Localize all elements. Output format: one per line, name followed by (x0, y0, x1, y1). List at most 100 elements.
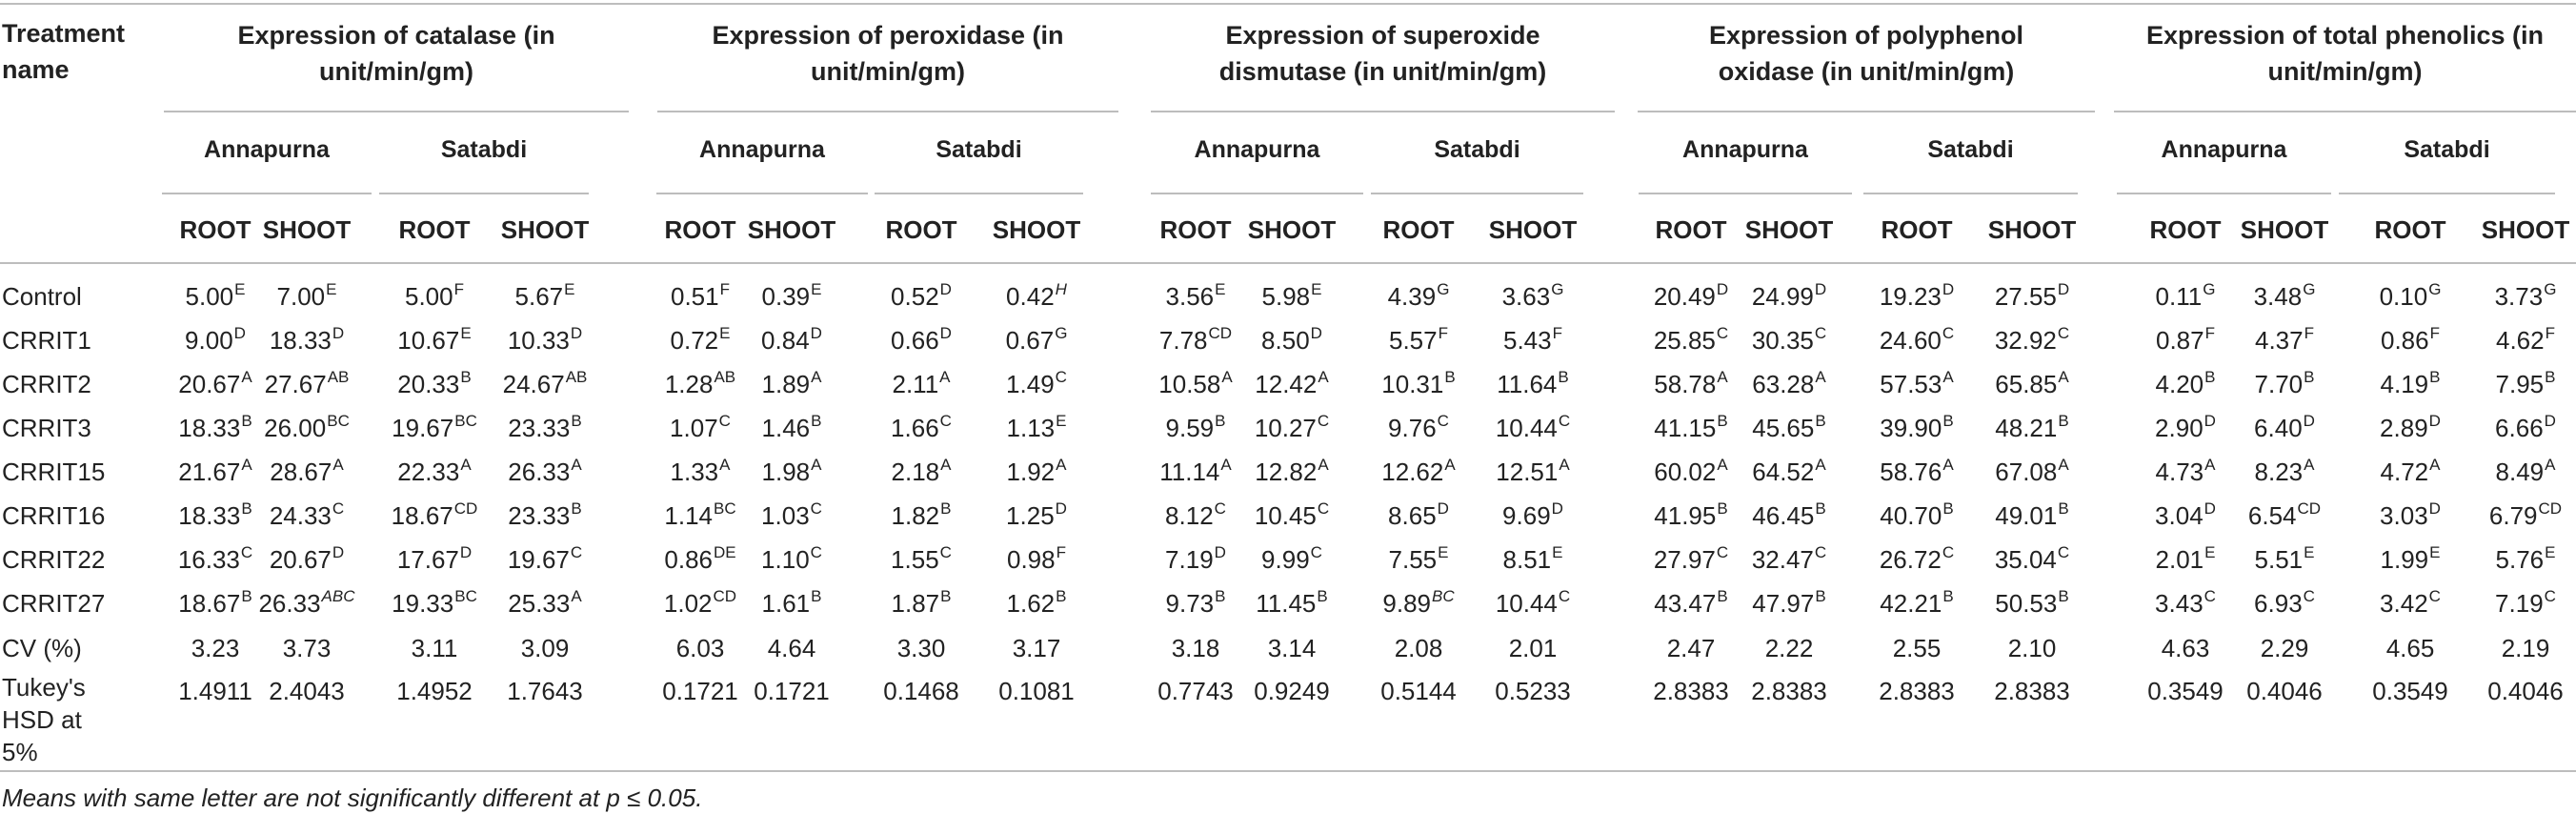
cell-value: 41.95 (1654, 501, 1717, 530)
cell-value: 9.89 (1382, 589, 1431, 618)
cell-value: 6.79 (2488, 501, 2538, 530)
significance-letter: A (940, 456, 952, 474)
table-cell: 1.13E (1007, 413, 1067, 440)
significance-letter: F (2545, 324, 2555, 342)
root-header: ROOT (398, 215, 471, 244)
variety-header: Satabdi (1927, 136, 2014, 163)
root-header: ROOT (885, 215, 957, 244)
table-cell: 18.67CD (392, 500, 478, 528)
cell-value: 40.70 (1880, 501, 1942, 530)
significance-letter: A (1942, 368, 1954, 386)
table-cell: 4.73A (2156, 457, 2216, 484)
table-cell: 10.44C (1496, 413, 1570, 440)
table-cell: 9.69D (1502, 500, 1563, 528)
table-cell: 0.72E (671, 325, 731, 353)
table-cell: 2.29 (2261, 636, 2309, 661)
significance-letter: DE (713, 543, 736, 561)
cell-value: 47.97 (1752, 589, 1815, 618)
group-rule (2114, 111, 2576, 112)
cell-value: 0.9249 (1254, 677, 1330, 705)
variety-rule (2117, 193, 2331, 194)
table-cell: 67.08A (1995, 457, 2068, 484)
cell-value: 0.7743 (1157, 677, 1234, 705)
cell-value: 2.90 (2155, 414, 2204, 442)
table-cell: 2.8383 (1879, 679, 1955, 703)
significance-letter: D (233, 324, 246, 342)
cell-value: 2.55 (1892, 634, 1942, 662)
significance-letter: C (2204, 587, 2216, 605)
cell-value: 50.53 (1995, 589, 2058, 618)
table-cell: 3.73 (283, 636, 332, 661)
table-cell: 7.19C (2495, 588, 2556, 616)
cell-value: 19.33 (392, 589, 454, 618)
header-bottom-border (0, 262, 2576, 264)
variety-rule (1151, 193, 1363, 194)
significance-letter: D (332, 324, 345, 342)
table-cell: 28.67A (270, 457, 343, 484)
table-cell: 3.17 (1013, 636, 1061, 661)
cell-value: 3.17 (1012, 634, 1061, 662)
cell-value: 24.67 (502, 370, 565, 398)
significance-letter: A (571, 456, 582, 474)
cell-value: 10.58 (1158, 370, 1221, 398)
cell-value: 1.10 (761, 545, 810, 574)
significance-letter: B (1815, 499, 1826, 518)
significance-letter: ABC (321, 587, 355, 605)
significance-letter: A (1220, 456, 1232, 474)
significance-letter: B (1056, 587, 1067, 605)
group-header: Expression of polyphenol oxidase (in uni… (1708, 21, 2024, 86)
significance-letter: C (570, 543, 583, 561)
table-cell: 2.22 (1765, 636, 1814, 661)
table-cell: 9.99C (1261, 544, 1322, 572)
table-cell: 0.67G (1006, 325, 1068, 353)
table-cell: 7.55E (1389, 544, 1449, 572)
cell-value: 8.49 (2495, 458, 2545, 486)
cell-value: 10.33 (507, 326, 570, 355)
group-header: Expression of total phenolics (in unit/m… (2145, 21, 2545, 86)
table-cell: 5.00F (405, 281, 464, 309)
table-cell: 1.61B (762, 588, 822, 616)
cell-value: 0.1468 (883, 677, 959, 705)
significance-letter: B (241, 499, 252, 518)
cell-value: 5.51 (2254, 545, 2304, 574)
table-cell: 2.11A (892, 369, 950, 397)
cell-value: 1.89 (761, 370, 811, 398)
significance-letter: B (1942, 412, 1954, 430)
shoot-header: SHOOT (2481, 215, 2570, 244)
variety-header: Annapurna (2161, 136, 2287, 163)
cell-value: 3.56 (1165, 282, 1215, 311)
table-cell: 1.92A (1007, 457, 1067, 484)
significance-letter: A (811, 456, 822, 474)
significance-letter: C (2303, 587, 2315, 605)
cell-value: 1.46 (761, 414, 811, 442)
cell-value: 2.8383 (1751, 677, 1827, 705)
cell-value: 1.82 (891, 501, 940, 530)
table-cell: 50.53B (1995, 588, 2068, 618)
significance-letter: B (1215, 412, 1226, 430)
cell-value: 6.93 (2254, 589, 2303, 618)
significance-letter: B (2058, 587, 2069, 605)
significance-letter: B (2204, 368, 2216, 386)
table-cell: 24.33C (270, 500, 344, 528)
table-cell: 12.51A (1496, 457, 1569, 484)
cell-value: 3.30 (896, 634, 946, 662)
table-cell: 6.66D (2495, 413, 2556, 440)
cell-value: 1.25 (1006, 501, 1055, 530)
table-cell: 18.67B (178, 588, 252, 616)
table-cell: 6.93C (2254, 588, 2315, 618)
table-cell: 0.86F (2381, 325, 2440, 353)
table-cell: 57.53A (1880, 369, 1953, 397)
row-name: CRRIT16 (2, 501, 106, 530)
significance-letter: F (453, 280, 464, 298)
cell-value: 1.4952 (396, 677, 473, 705)
significance-letter: B (2304, 368, 2315, 386)
significance-letter: E (811, 280, 822, 298)
table-cell: 0.1721 (754, 679, 830, 703)
variety-rule (1371, 193, 1583, 194)
table-cell: 5.98E (1262, 281, 1322, 309)
significance-letter: E (1552, 543, 1563, 561)
variety-rule (1863, 193, 2078, 194)
table-cell: 10.33D (507, 325, 582, 355)
significance-letter: B (460, 368, 472, 386)
